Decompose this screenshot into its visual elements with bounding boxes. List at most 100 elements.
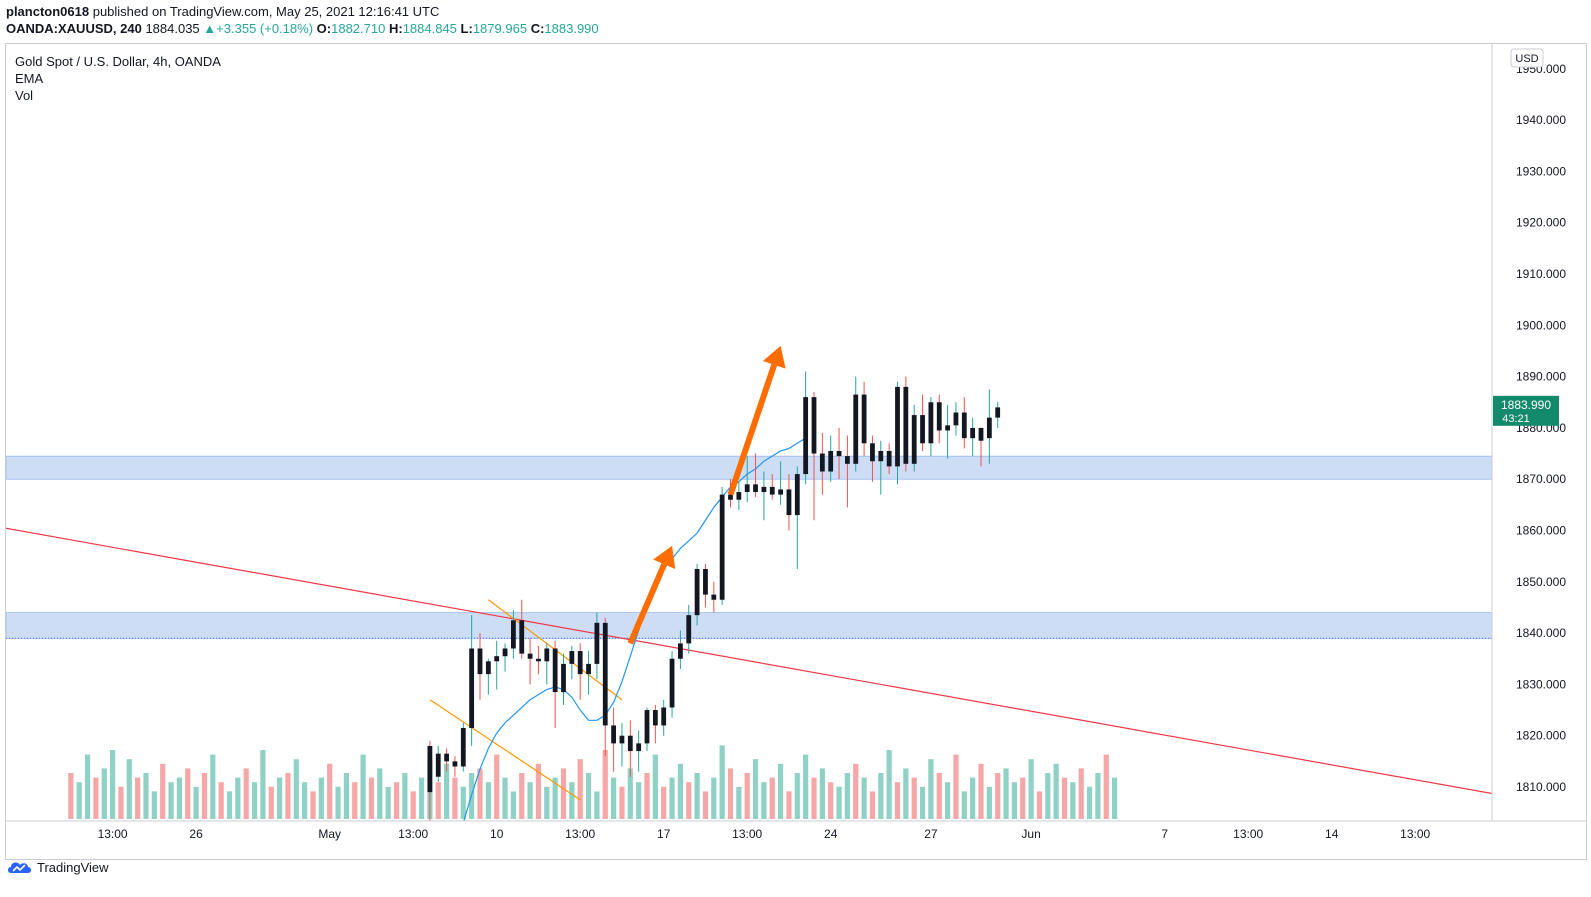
legend-vol[interactable]: Vol: [15, 88, 34, 103]
candle-body: [828, 450, 834, 472]
time-tick-label: 27: [924, 827, 938, 841]
plot-area: [6, 345, 1492, 821]
volume-bar: [1112, 777, 1118, 819]
volume-bar: [160, 763, 166, 819]
candle-body: [678, 643, 683, 659]
currency-button[interactable]: [1510, 48, 1544, 68]
price-tick-label: 1910.000: [1516, 267, 1566, 281]
legend-ema[interactable]: EMA: [15, 71, 44, 86]
close-label: C:: [530, 21, 545, 36]
tradingview-cloud-icon: [8, 862, 31, 873]
brand-name: TradingView: [37, 859, 109, 875]
volume-bar: [210, 754, 216, 819]
volume-bar: [569, 782, 575, 819]
volume-bar: [385, 786, 391, 819]
descending-trendline: [6, 527, 1492, 795]
volume-bar: [110, 750, 116, 819]
volume-bar: [218, 782, 224, 819]
candle-body: [845, 456, 850, 464]
volume-bar: [410, 791, 416, 819]
volume-bar: [1061, 777, 1068, 819]
volume-bar: [836, 786, 842, 819]
price-tick-label: 1930.000: [1516, 164, 1566, 178]
time-tick-label: 14: [1325, 827, 1339, 841]
volume-bar: [502, 777, 508, 819]
volume-bar: [694, 773, 700, 819]
author-name[interactable]: plancton0618: [6, 4, 90, 19]
volume-bar: [986, 786, 992, 819]
time-tick-label: 26: [189, 827, 203, 841]
volume-bar: [844, 773, 850, 819]
legend-title[interactable]: Gold Spot / U.S. Dollar, 4h, OANDA: [15, 54, 221, 69]
candle-body: [836, 450, 842, 457]
candle-body: [544, 648, 550, 662]
volume-bar: [894, 782, 901, 819]
price-tick-label: 1820.000: [1516, 729, 1566, 743]
candle-body: [853, 394, 859, 464]
candle-body: [477, 648, 483, 675]
volume-bar: [118, 786, 124, 819]
chart-frame: [5, 43, 1587, 860]
candle-body: [803, 397, 809, 475]
candle-body: [978, 427, 984, 441]
time-tick-label: 17: [657, 827, 671, 841]
volume-bar: [853, 763, 859, 819]
volume-bar: [919, 786, 926, 819]
volume-bar: [151, 791, 157, 819]
support-zone: [6, 612, 1492, 639]
volume-bar: [293, 759, 299, 819]
volume-bar: [444, 763, 450, 819]
volume-bar: [1045, 773, 1051, 819]
candle-body: [569, 651, 575, 664]
candle-body: [920, 415, 925, 444]
volume-bar: [886, 750, 892, 819]
last-price-tag: [1493, 395, 1559, 426]
volume-bar: [861, 777, 867, 819]
candle-body: [452, 761, 458, 767]
price-tick-label: 1850.000: [1516, 575, 1566, 589]
volume-bar: [1095, 773, 1101, 819]
candle-body: [636, 743, 642, 752]
volume-bar: [318, 777, 324, 819]
candle-body: [945, 425, 950, 431]
volume-bar: [527, 782, 533, 819]
candle-body: [686, 615, 692, 644]
close-value: 1883.990: [544, 21, 599, 36]
last-price-value: 1883.990: [1501, 398, 1551, 412]
volume-bar: [310, 791, 316, 819]
candle-body: [744, 484, 750, 493]
candle-body: [703, 568, 708, 595]
volume-bar: [577, 759, 583, 819]
volume-bar: [936, 773, 942, 819]
candle-body: [736, 492, 742, 500]
candle-body: [961, 412, 967, 439]
price-tick-label: 1940.000: [1516, 113, 1566, 127]
volume-bar: [811, 777, 817, 819]
volume-bar: [544, 786, 550, 819]
tradingview-logo[interactable]: TradingView: [7, 857, 109, 877]
volume-bar: [711, 777, 717, 819]
volume-bar: [393, 782, 400, 819]
volume-bar: [769, 777, 775, 819]
volume-bar: [435, 782, 441, 819]
volume-bar: [878, 773, 884, 819]
volume-bar: [1028, 759, 1034, 819]
candle-body: [661, 707, 667, 726]
volume-bar: [719, 745, 725, 819]
volume-bar: [652, 754, 658, 819]
candle-body: [502, 648, 508, 657]
volume-bar: [644, 773, 650, 819]
volume-bar: [243, 768, 249, 819]
candle-body: [728, 494, 733, 500]
volume-bar: [627, 768, 633, 819]
price-tick-label: 1920.000: [1516, 216, 1566, 230]
candle-body: [861, 394, 867, 444]
candle-body: [435, 753, 441, 777]
volume-bar: [819, 768, 825, 819]
volume-bar: [268, 786, 274, 819]
candle-body: [778, 489, 783, 495]
volume-bar: [1070, 782, 1076, 819]
volume-bar: [101, 768, 107, 819]
volume-bar: [995, 773, 1001, 819]
